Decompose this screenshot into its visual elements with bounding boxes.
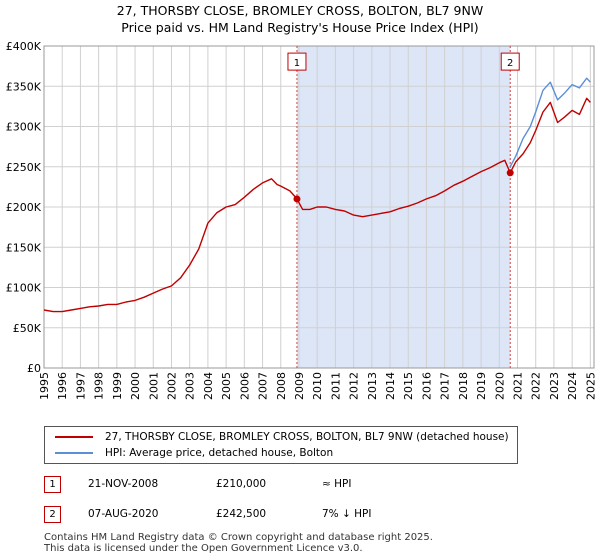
- transaction-badge: 2: [44, 506, 61, 523]
- x-tick-label: 2003: [184, 372, 197, 400]
- price-chart: £0 £50K £100K £150K £200K £250K £300K £350K £400…: [6, 40, 598, 400]
- legend-label-property: 27, THORSBY CLOSE, BROMLEY CROSS, BOLTON…: [105, 431, 509, 443]
- footer-licence: This data is licensed under the Open Gov…: [44, 543, 363, 554]
- transaction-price: £210,000: [216, 478, 267, 490]
- y-tick-label: £50K: [13, 322, 42, 335]
- transaction-hpi-relation: ≈ HPI: [322, 478, 352, 490]
- footer-copyright: Contains HM Land Registry data © Crown c…: [44, 532, 433, 543]
- x-tick-label: 2000: [129, 372, 142, 400]
- x-tick-label: 2023: [548, 372, 561, 400]
- x-tick-label: 1997: [74, 372, 87, 400]
- x-tick-label: 1996: [56, 372, 69, 400]
- x-tick-label: 2013: [366, 372, 379, 400]
- x-tick-label: 2022: [530, 372, 543, 400]
- transaction-date: 21-NOV-2008: [88, 478, 159, 490]
- x-tick-label: 2002: [165, 372, 178, 400]
- x-tick-label: 2021: [512, 372, 525, 400]
- transaction-hpi-relation: 7% ↓ HPI: [322, 508, 372, 520]
- y-tick-label: £200K: [6, 201, 42, 214]
- marker-badge-label: 1: [294, 58, 300, 69]
- x-tick-label: 2007: [257, 372, 270, 400]
- x-tick-label: 2019: [475, 372, 488, 400]
- chart-subtitle: Price paid vs. HM Land Registry's House …: [121, 20, 479, 35]
- marker-badge: 1: [287, 52, 307, 71]
- y-tick-label: £250K: [6, 161, 42, 174]
- transaction-row: 1 21-NOV-2008 £210,000 ≈ HPI: [44, 474, 564, 496]
- x-tick-label: 2009: [293, 372, 306, 400]
- y-tick-label: £300K: [6, 121, 42, 134]
- legend-label-hpi: HPI: Average price, detached house, Bolt…: [105, 447, 334, 459]
- x-tick-label: 2012: [348, 372, 361, 400]
- transaction-date: 07-AUG-2020: [88, 508, 159, 520]
- chart-title: 27, THORSBY CLOSE, BROMLEY CROSS, BOLTON…: [116, 3, 484, 18]
- legend-swatch-property: [55, 436, 93, 438]
- x-tick-label: 2015: [402, 372, 415, 400]
- property-price-line: [43, 97, 591, 313]
- x-tick-label: 2008: [275, 372, 288, 400]
- x-tick-label: 2016: [420, 372, 433, 400]
- marker-badge-box: [287, 52, 307, 71]
- x-tick-label: 2014: [384, 372, 397, 400]
- x-tick-label: 2025: [584, 372, 597, 400]
- sale-point: [293, 195, 301, 203]
- hpi-line: [509, 77, 591, 168]
- legend-item-property: 27, THORSBY CLOSE, BROMLEY CROSS, BOLTON…: [55, 431, 509, 443]
- legend: 27, THORSBY CLOSE, BROMLEY CROSS, BOLTON…: [44, 426, 518, 464]
- legend-swatch-hpi: [55, 452, 93, 454]
- legend-item-hpi: HPI: Average price, detached house, Bolt…: [55, 447, 333, 459]
- x-tick-label: 2005: [220, 372, 233, 400]
- y-tick-label: £0: [27, 362, 41, 375]
- marker-badge: 2: [500, 52, 520, 71]
- transaction-badge: 1: [44, 476, 61, 493]
- x-tick-label: 1999: [111, 372, 124, 400]
- transaction-row: 2 07-AUG-2020 £242,500 7% ↓ HPI: [44, 504, 564, 526]
- x-tick-label: 2001: [147, 372, 160, 400]
- y-tick-label: £350K: [6, 80, 42, 93]
- x-tick-label: 1995: [38, 372, 51, 400]
- x-tick-label: 2018: [457, 372, 470, 400]
- marker-badge-label: 2: [507, 58, 513, 69]
- sale-point: [506, 169, 514, 177]
- x-tick-label: 2024: [566, 372, 579, 400]
- y-tick-label: £100K: [6, 282, 42, 295]
- footer: Contains HM Land Registry data © Crown c…: [44, 532, 433, 554]
- x-tick-label: 2004: [202, 372, 215, 400]
- y-tick-label: £150K: [6, 241, 42, 254]
- x-tick-label: 1998: [93, 372, 106, 400]
- y-tick-label: £400K: [6, 40, 42, 53]
- x-tick-label: 2020: [493, 372, 506, 400]
- marker-badge-box: [500, 52, 520, 71]
- transaction-price: £242,500: [216, 508, 267, 520]
- x-tick-label: 2010: [311, 372, 324, 400]
- plot-border: [43, 45, 595, 369]
- x-tick-label: 2017: [439, 372, 452, 400]
- x-tick-label: 2006: [238, 372, 251, 400]
- x-tick-label: 2011: [329, 372, 342, 400]
